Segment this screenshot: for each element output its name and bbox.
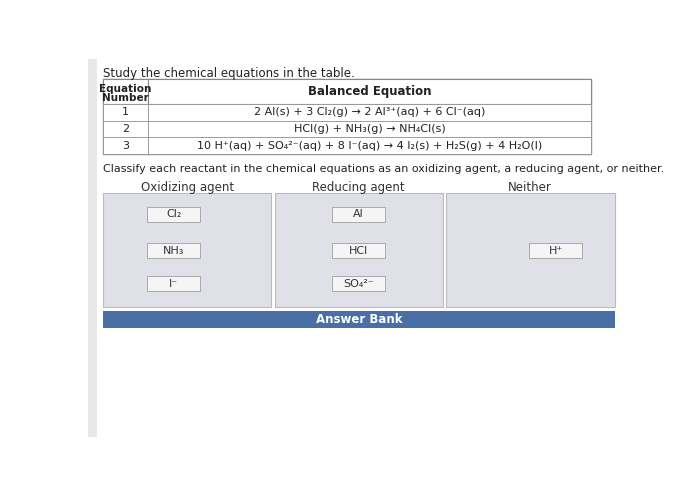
Bar: [148, 79, 592, 104]
Text: HCl: HCl: [349, 246, 368, 256]
Text: Oxidizing agent: Oxidizing agent: [141, 181, 234, 193]
Bar: [103, 79, 592, 154]
Text: Balanced Equation: Balanced Equation: [308, 85, 431, 98]
Text: Cl₂: Cl₂: [166, 210, 181, 219]
Bar: [103, 120, 148, 137]
Text: Al: Al: [354, 210, 364, 219]
Bar: [148, 243, 200, 258]
Text: 2 Al(s) + 3 Cl₂(g) → 2 Al³⁺(aq) + 6 Cl⁻(aq): 2 Al(s) + 3 Cl₂(g) → 2 Al³⁺(aq) + 6 Cl⁻(…: [254, 107, 485, 117]
Bar: [332, 207, 385, 222]
Text: Study the chemical equations in the table.: Study the chemical equations in the tabl…: [103, 67, 355, 80]
Bar: [332, 243, 385, 258]
Text: 3: 3: [122, 141, 129, 151]
Bar: [88, 59, 97, 437]
Bar: [148, 104, 592, 120]
Bar: [446, 193, 615, 307]
Text: Reducing agent: Reducing agent: [312, 181, 405, 193]
Text: HCl(g) + NH₃(g) → NH₄Cl(s): HCl(g) + NH₃(g) → NH₄Cl(s): [294, 124, 445, 134]
Text: H⁺: H⁺: [548, 246, 563, 256]
Bar: [148, 120, 592, 137]
Bar: [103, 311, 615, 327]
Bar: [103, 79, 148, 104]
Bar: [103, 137, 148, 154]
Text: NH₃: NH₃: [163, 246, 184, 256]
Bar: [529, 243, 582, 258]
Text: Number: Number: [102, 93, 149, 103]
Text: Classify each reactant in the chemical equations as an oxidizing agent, a reduci: Classify each reactant in the chemical e…: [103, 164, 664, 174]
Text: 1: 1: [122, 107, 129, 117]
Text: Equation: Equation: [99, 84, 152, 94]
Bar: [274, 193, 443, 307]
Text: SO₄²⁻: SO₄²⁻: [344, 279, 374, 289]
Bar: [332, 276, 385, 292]
Text: Neither: Neither: [508, 181, 552, 193]
Bar: [103, 104, 148, 120]
Text: Answer Bank: Answer Bank: [316, 313, 402, 326]
Text: I⁻: I⁻: [169, 279, 178, 289]
Bar: [148, 276, 200, 292]
Text: 10 H⁺(aq) + SO₄²⁻(aq) + 8 I⁻(aq) → 4 I₂(s) + H₂S(g) + 4 H₂O(l): 10 H⁺(aq) + SO₄²⁻(aq) + 8 I⁻(aq) → 4 I₂(…: [197, 141, 542, 151]
Bar: [103, 193, 272, 307]
Bar: [148, 207, 200, 222]
Text: 2: 2: [122, 124, 129, 134]
Bar: [148, 137, 592, 154]
